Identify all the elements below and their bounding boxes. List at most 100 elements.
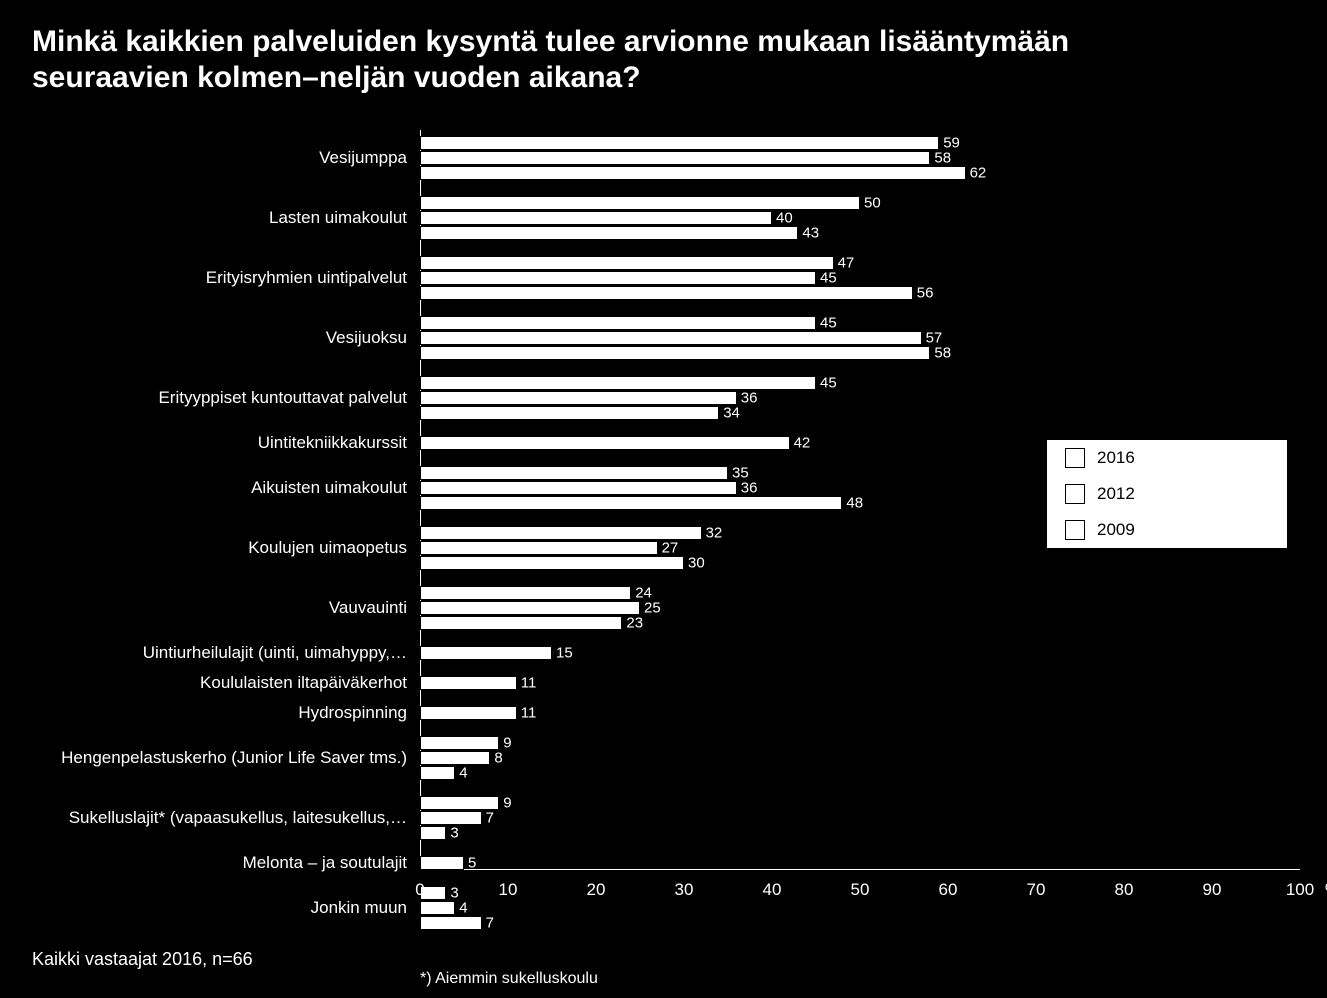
x-tick-label: 30 <box>675 880 694 900</box>
category-label: Uintiurheilulajit (uinti, uimahyppy,… <box>143 643 407 663</box>
category-label: Jonkin muun <box>311 898 407 918</box>
bar-value: 36 <box>737 480 758 497</box>
legend-label: 2016 <box>1097 448 1135 468</box>
bar: 15 <box>420 646 552 660</box>
bar: 62 <box>420 166 966 180</box>
bar: 9 <box>420 736 499 750</box>
category-label: Erityisryhmien uintipalvelut <box>206 268 407 288</box>
legend-item: 2016 <box>1047 440 1287 476</box>
legend-swatch <box>1065 448 1085 468</box>
bar-value: 7 <box>482 810 494 827</box>
bar: 8 <box>420 751 490 765</box>
bar: 4 <box>420 901 455 915</box>
bar: 56 <box>420 286 913 300</box>
category-label: Hydrospinning <box>298 703 407 723</box>
bar: 7 <box>420 916 482 930</box>
bar-value: 27 <box>658 540 679 557</box>
bar-value: 48 <box>842 495 863 512</box>
category-label: Koulujen uimaopetus <box>248 538 407 558</box>
bar: 9 <box>420 796 499 810</box>
x-tick-label: 100 <box>1286 880 1314 900</box>
legend-swatch <box>1065 484 1085 504</box>
bar-value: 23 <box>622 615 643 632</box>
category-label: Aikuisten uimakoulut <box>251 478 407 498</box>
chart-title: Minkä kaikkien palveluiden kysyntä tulee… <box>32 24 1132 96</box>
x-tick-label: 40 <box>763 880 782 900</box>
footnote-asterisk: *) Aiemmin sukelluskoulu <box>420 970 598 988</box>
bar-value: 3 <box>446 825 458 842</box>
bar: 57 <box>420 331 922 345</box>
bar: 35 <box>420 466 728 480</box>
x-tick-label: 0 <box>415 880 424 900</box>
bar-value: 5 <box>464 855 476 872</box>
bar: 45 <box>420 376 816 390</box>
bar: 23 <box>420 616 622 630</box>
bar-value: 45 <box>816 270 837 287</box>
x-tick-label: 10 <box>499 880 518 900</box>
bar-value: 4 <box>455 900 467 917</box>
bar: 59 <box>420 136 939 150</box>
category-label: Vauvauinti <box>329 598 407 618</box>
bar: 25 <box>420 601 640 615</box>
bar: 4 <box>420 766 455 780</box>
bar: 11 <box>420 676 517 690</box>
bar-value: 25 <box>640 600 661 617</box>
bar: 40 <box>420 211 772 225</box>
bar: 50 <box>420 196 860 210</box>
bar-value: 56 <box>913 285 934 302</box>
bar: 24 <box>420 586 631 600</box>
category-labels-column: Vesijumppa Lasten uimakoulut Erityisryhmie… <box>0 130 415 870</box>
bar: 27 <box>420 541 658 555</box>
bar: 47 <box>420 256 834 270</box>
legend-swatch <box>1065 520 1085 540</box>
bar-value: 34 <box>719 405 740 422</box>
bar: 45 <box>420 271 816 285</box>
category-label: Sukelluslajit* (vapaasukellus, laitesuke… <box>69 808 407 828</box>
bar-value: 11 <box>517 675 537 692</box>
category-label: Erityyppiset kuntouttavat palvelut <box>158 388 407 408</box>
bar-value: 36 <box>737 390 758 407</box>
category-label: Uintitekniikkakurssit <box>258 433 407 453</box>
category-label: Hengenpelastuskerho (Junior Life Saver t… <box>61 748 407 768</box>
bar: 7 <box>420 811 482 825</box>
legend: 2016 2012 2009 <box>1047 440 1287 548</box>
category-label: Koululaisten iltapäiväkerhot <box>200 673 407 693</box>
bar-value: 47 <box>834 255 855 272</box>
bar: 58 <box>420 346 930 360</box>
bar-value: 30 <box>684 555 705 572</box>
bar-value: 42 <box>790 435 811 452</box>
x-tick-label: 70 <box>1027 880 1046 900</box>
legend-label: 2012 <box>1097 484 1135 504</box>
x-tick-label: 60 <box>939 880 958 900</box>
bar: 11 <box>420 706 517 720</box>
category-label: Vesijumppa <box>319 148 407 168</box>
bar-value: 7 <box>482 915 494 932</box>
bar-value: 4 <box>455 765 467 782</box>
bar: 3 <box>420 826 446 840</box>
bar-value: 11 <box>517 705 537 722</box>
x-tick-label: 90 <box>1203 880 1222 900</box>
bar: 58 <box>420 151 930 165</box>
bar-value: 8 <box>490 750 502 767</box>
legend-item: 2012 <box>1047 476 1287 512</box>
bar-value: 15 <box>552 645 573 662</box>
bar: 5 <box>420 856 464 870</box>
bar: 48 <box>420 496 842 510</box>
category-label: Vesijuoksu <box>326 328 407 348</box>
bar: 34 <box>420 406 719 420</box>
bar-value: 58 <box>930 150 951 167</box>
x-tick-label: 50 <box>851 880 870 900</box>
bar: 30 <box>420 556 684 570</box>
x-tick-label: 20 <box>587 880 606 900</box>
bar: 36 <box>420 481 737 495</box>
bar: 32 <box>420 526 702 540</box>
x-tick-label: 80 <box>1115 880 1134 900</box>
bar: 42 <box>420 436 790 450</box>
bar-value: 32 <box>702 525 723 542</box>
bar-value: 50 <box>860 195 881 212</box>
bar: 36 <box>420 391 737 405</box>
bar-value: 45 <box>816 315 837 332</box>
bar-value: 40 <box>772 210 793 227</box>
category-label: Lasten uimakoulut <box>269 208 407 228</box>
legend-label: 2009 <box>1097 520 1135 540</box>
